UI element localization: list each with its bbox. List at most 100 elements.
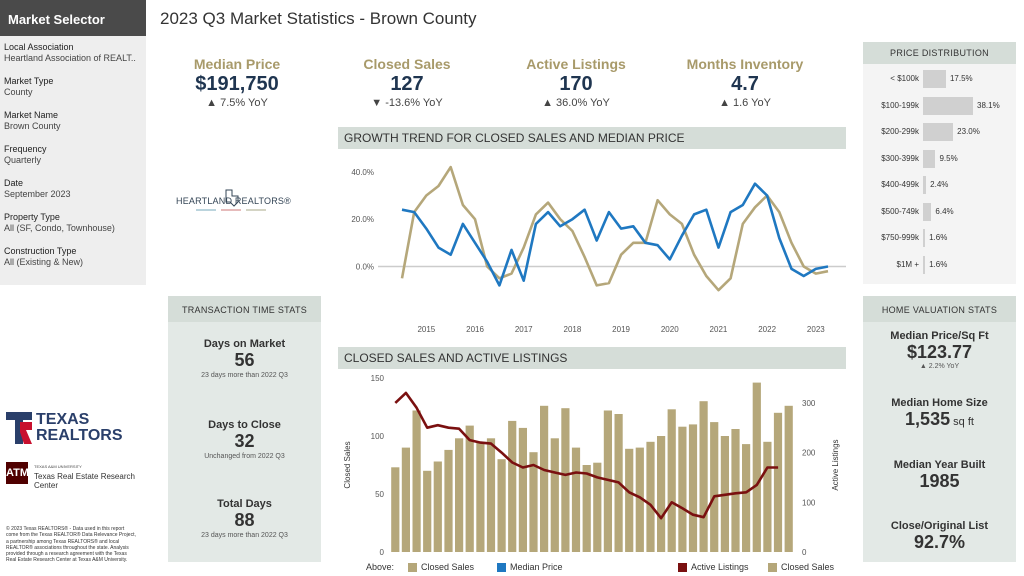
x-tick-label: 2021	[710, 325, 728, 334]
closed-sales-bar	[571, 447, 581, 552]
texas-logo-line1: TEXAS	[36, 411, 90, 428]
stat-label: Days to Close	[208, 419, 281, 431]
closed-sales-bar	[550, 438, 559, 552]
hv-value: $123.77	[863, 342, 1016, 363]
texas-realtors-logo: TEXAS REALTORS	[6, 412, 146, 448]
stat-note: 23 days more than 2022 Q3	[201, 532, 288, 539]
y-tick-label: 0.0%	[356, 263, 374, 272]
tamu-logo: ATM TEXAS A&M UNIVERSITY Texas Real Esta…	[6, 462, 156, 490]
closed-sales-bar	[646, 441, 655, 552]
hv-value-number: 1985	[919, 471, 960, 491]
kpi-active-listings: Active Listings 170 ▲ 36.0% YoY	[506, 56, 646, 109]
closed-sales-bar	[710, 422, 719, 552]
closed-sales-active-listings-chart: 150 100 50 0 300 200 100 0 Closed Sales Active Li…	[343, 374, 840, 557]
field-label: Local Association	[4, 42, 74, 52]
price-bucket-pct: 1.6%	[929, 259, 948, 269]
kpi-closed-sales: Closed Sales 127 ▼ -13.6% YoY	[337, 56, 477, 109]
closed-chart-title: CLOSED SALES AND ACTIVE LISTINGS	[338, 347, 846, 369]
closed-sales-bar	[486, 438, 496, 552]
field-value: September 2023	[4, 189, 71, 199]
hv-median-home-size: Median Home Size 1,535 sq ft	[863, 397, 1016, 430]
closed-sales-bar	[731, 429, 740, 552]
footnote: © 2023 Texas REALTORS® - Data used in th…	[6, 526, 136, 564]
price-bucket-bar	[923, 123, 954, 141]
selector-market-name[interactable]: Market Name Brown County	[4, 110, 146, 132]
closed-sales-bar	[699, 401, 708, 552]
legend-closed-sales: Closed Sales	[421, 562, 475, 572]
price-bucket-label: $750-999k	[881, 233, 919, 242]
hv-value-number: 1,535	[905, 409, 951, 429]
legend-median-price: Median Price	[510, 562, 563, 572]
selector-local-association[interactable]: Local Association Heartland Association o…	[4, 42, 146, 64]
market-selector: Market Selector Local Association Heartla…	[0, 0, 146, 285]
closed-sales-bar	[455, 438, 464, 552]
price-bucket-pct: 2.4%	[930, 180, 949, 189]
price-bucket-row: $100-199k 38.1%	[863, 95, 1016, 115]
kpi-median-price: Median Price $191,750 ▲ 7.5% YoY	[167, 56, 307, 109]
price-bucket-row: $1M + 1.6%	[863, 254, 1016, 274]
price-bucket-pct: 17.5%	[949, 74, 973, 83]
home-valuation-title: HOME VALUATION STATS	[863, 296, 1016, 322]
stat-note: Unchanged from 2022 Q3	[204, 453, 285, 460]
selector-property-type[interactable]: Property Type All (SF, Condo, Townhouse)	[4, 212, 146, 234]
legend-active-listings: Active Listings	[691, 562, 749, 572]
field-value: County	[4, 87, 33, 97]
closed-sales-bar	[476, 441, 485, 552]
price-bucket-bar	[923, 149, 936, 168]
price-distribution-title: PRICE DISTRIBUTION	[863, 42, 1016, 64]
price-bucket-row: $500-749k 6.4%	[863, 201, 1016, 221]
stat-note: 23 days more than 2022 Q3	[201, 372, 288, 379]
price-bucket-pct: 9.5%	[939, 153, 958, 163]
closed-sales-bar	[444, 449, 453, 552]
active-listings-line	[394, 391, 779, 520]
closed-sales-bar	[773, 412, 783, 552]
market-selector-title: Market Selector	[0, 0, 146, 36]
y-tick-label: 150	[371, 374, 385, 383]
x-tick-label: 2019	[612, 325, 630, 334]
hv-close-original-list: Close/Original List 92.7%	[863, 520, 1016, 553]
closed-sales-bar	[497, 459, 506, 552]
selector-market-type[interactable]: Market Type County	[4, 76, 146, 98]
price-bucket-pct: 6.4%	[935, 206, 954, 216]
closed-sales-bar	[752, 382, 761, 552]
x-tick-label: 2016	[466, 325, 484, 334]
growth-chart-title: GROWTH TREND FOR CLOSED SALES AND MEDIAN…	[338, 127, 846, 149]
price-bucket-bar	[923, 96, 973, 115]
tamu-mark-icon: ATM	[6, 462, 29, 484]
kpi-label: Active Listings	[526, 56, 626, 72]
price-bucket-label: $300-399k	[881, 153, 919, 163]
y2-tick-label: 100	[802, 498, 816, 507]
field-value: Heartland Association of REALT..	[4, 53, 136, 63]
closed-sales-bar	[561, 408, 570, 552]
selector-frequency[interactable]: Frequency Quarterly	[4, 144, 146, 166]
price-bucket-label: < $100k	[890, 74, 919, 83]
tamu-center-text: Texas Real Estate Research Center	[34, 472, 135, 490]
kpi-label: Median Price	[193, 56, 281, 72]
closed-sales-growth-line	[400, 165, 829, 292]
kpi-months-inventory: Months Inventory 4.7 ▲ 1.6 YoY	[675, 56, 815, 109]
y-tick-label: 20.0%	[351, 215, 374, 224]
hv-value-number: 92.7%	[913, 532, 966, 552]
y2-tick-label: 0	[802, 548, 807, 557]
price-distribution: PRICE DISTRIBUTION < $100k 17.5% $100-199k…	[863, 42, 1016, 284]
selector-date[interactable]: Date September 2023	[4, 178, 146, 200]
kpi-value: 127	[390, 73, 424, 95]
x-tick-label: 2018	[564, 325, 582, 334]
y2-axis-label: Active Listings	[831, 439, 840, 490]
kpi-delta: ▼ -13.6% YoY	[371, 97, 443, 109]
page-title: 2023 Q3 Market Statistics - Brown County	[160, 9, 477, 28]
hv-value-number: $123.77	[906, 342, 973, 362]
hv-unit: sq ft	[950, 416, 974, 428]
field-label: Construction Type	[4, 246, 77, 256]
hv-value: 1985	[863, 471, 1016, 492]
hv-label: Median Year Built	[893, 459, 986, 471]
texas-logo-line2: REALTORS	[36, 427, 123, 444]
price-bucket-row: $750-999k 1.6%	[863, 227, 1016, 247]
closed-sales-bar	[401, 447, 410, 552]
price-bucket-bar	[923, 229, 926, 247]
heartland-logo-graphic	[196, 189, 266, 211]
kpi-delta: ▲ 1.6 YoY	[719, 97, 771, 109]
selector-construction-type[interactable]: Construction Type All (Existing & New)	[4, 246, 146, 268]
legend-closed-sales-2-swatch	[768, 563, 777, 572]
y-axis-label: Closed Sales	[343, 441, 352, 488]
